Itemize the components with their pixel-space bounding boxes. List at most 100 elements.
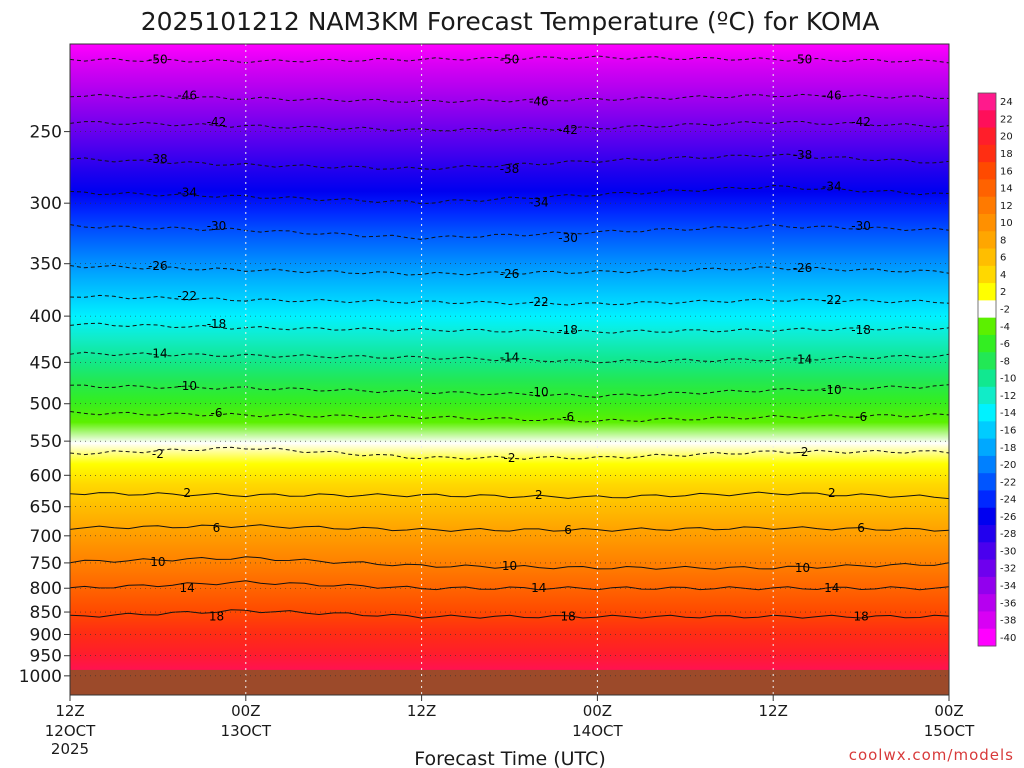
contour-label: 6 [857,521,865,535]
contour-label: -38 [793,148,813,162]
plot-frame [69,43,950,696]
contour-label: -22 [529,295,549,309]
contour-label: -6 [562,410,574,424]
contour-line [70,55,949,64]
colorbar-swatch [978,179,996,198]
contour-line [70,322,949,334]
colorbar-tick-label: 24 [1000,97,1013,108]
colorbar-swatch [978,127,996,146]
x-tick-label: 12Z [407,702,436,720]
y-tick-label: 300 [30,194,62,214]
contour-label: -18 [851,323,871,337]
contour-line [70,411,949,423]
x-tick-label: 12Z [55,702,84,720]
contour-label: -38 [500,162,520,176]
contour-line [70,264,949,276]
y-tick-label: 700 [30,527,62,547]
colorbar-tick-label: 10 [1000,218,1013,229]
colorbar-swatch [978,93,996,111]
contour-label: -34 [177,186,197,200]
colorbar-tick-label: -38 [1000,616,1016,627]
colorbar-swatch [978,265,996,284]
x-tick-label: 2025 [51,740,89,758]
contour-label: -50 [500,52,520,66]
colorbar-tick-label: 16 [1000,166,1013,177]
y-tick-label: 500 [30,395,62,415]
contour-label: -34 [529,196,549,210]
y-axis: 2503003504004505005506006507007508008509… [19,123,70,687]
colorbar-swatch [978,386,996,405]
contour-label: -42 [851,115,871,129]
colorbar-swatch [978,576,996,595]
colorbar-swatch [978,334,996,353]
colorbar-tick-label: -10 [1000,374,1016,385]
x-tick-label: 12OCT [45,722,96,740]
contour-label: 2 [183,486,191,500]
colorbar-tick-label: -40 [1000,633,1016,644]
contour-label: 18 [209,610,224,624]
contour-label: -2 [152,447,164,461]
colorbar-swatch [978,542,996,561]
colorbar-tick-label: -4 [1000,322,1010,333]
contour-label: -2 [797,445,809,459]
colorbar-tick-label: -2 [1000,305,1010,316]
colorbar: 24 22 20 18 16 14 12 10 8 6 4 2 -2 -4 -6 -8 -10 -12 -14 -16… [977,92,1016,647]
colorbar-tick-label: -24 [1000,495,1016,506]
contour-line [70,609,949,619]
chart-title: 2025101212 NAM3KM Forecast Temperature (… [141,7,880,36]
contour-label: 10 [502,559,517,573]
contour-label: -30 [558,231,578,245]
contour-label: -14 [793,353,813,367]
colorbar-tick-label: 6 [1000,253,1006,264]
colorbar-swatch [978,559,996,578]
y-tick-label: 750 [30,554,62,574]
contour-line [70,294,949,306]
contour-label: -46 [822,88,842,102]
colorbar-swatch [978,525,996,543]
y-tick-label: 800 [30,579,62,599]
contour-label: -26 [148,259,168,273]
colorbar-swatch [978,473,996,491]
contour-label: -2 [504,451,516,465]
y-tick-label: 550 [30,432,62,452]
colorbar-tick-label: -36 [1000,598,1016,609]
x-tick-label: 00Z [934,702,963,720]
colorbar-tick-label: 20 [1000,132,1013,143]
colorbar-tick-label: -26 [1000,512,1016,523]
colorbar-tick-label: 18 [1000,149,1013,160]
colorbar-swatch [978,231,996,250]
colorbar-tick-label: 12 [1000,201,1013,212]
contour-label: 10 [150,555,165,569]
contour-label: 10 [795,561,810,575]
contour-label: -10 [529,385,549,399]
colorbar-tick-label: -16 [1000,425,1016,436]
contour-label: 14 [180,581,195,595]
contour-label: 6 [213,521,221,535]
contour-label: -18 [558,323,578,337]
y-tick-label: 900 [30,625,62,645]
colorbar-swatch [978,162,996,180]
contour-line [70,120,949,132]
contour-label: -22 [177,289,197,303]
contour-label: -50 [793,52,813,66]
colorbar-tick-label: 8 [1000,235,1006,246]
contour-label: -26 [500,267,520,281]
contour-line [70,556,949,570]
contour-label: 18 [560,610,575,624]
contour-label: 18 [853,610,868,624]
contour-label: 14 [531,581,546,595]
contour-label: -14 [148,347,168,361]
y-tick-label: 250 [30,123,62,143]
credit-text: coolwx.com/models [849,746,1014,764]
colorbar-frame [977,92,997,647]
contour-line [70,580,949,591]
x-axis-label: Forecast Time (UTC) [414,748,605,768]
contour-line [70,184,949,205]
colorbar-swatch [978,507,996,526]
colorbar-swatch [978,213,996,232]
colorbar-tick-label: -30 [1000,546,1016,557]
colorbar-tick-label: 2 [1000,287,1006,298]
contour-label: -34 [822,180,842,194]
contour-label: -42 [207,115,227,129]
